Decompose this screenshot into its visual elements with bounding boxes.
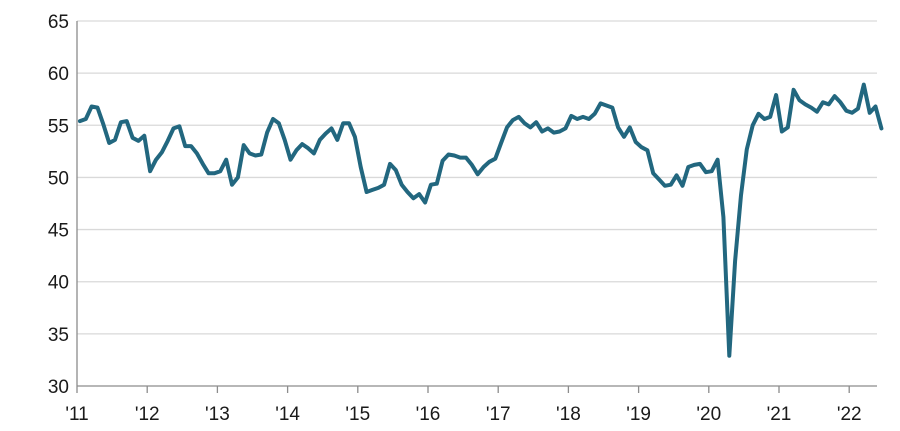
x-tick-label: '21 <box>767 404 792 425</box>
x-tick-label: '14 <box>275 404 300 425</box>
y-tick-label: 55 <box>48 116 69 137</box>
y-tick-label: 45 <box>48 221 69 242</box>
y-tick-label: 30 <box>48 377 69 398</box>
x-tick-label: '20 <box>696 404 721 425</box>
gridlines <box>77 20 877 335</box>
x-tick-label: '13 <box>205 404 230 425</box>
x-tick-label: '18 <box>556 404 581 425</box>
x-tick-label: '15 <box>345 404 370 425</box>
x-tick-label: '11 <box>65 404 88 425</box>
x-axis-tick-labels: '11 '12 '13 '14 '15 '16 '17 '18 '19 '20 '21 '22 <box>65 404 861 425</box>
y-tick-label: 40 <box>48 273 69 294</box>
x-tick-label: '22 <box>837 404 862 425</box>
x-tick-label: '19 <box>626 404 651 425</box>
y-axis-tick-labels: 30 35 40 45 50 55 60 65 <box>48 12 69 398</box>
x-tick-label: '17 <box>486 404 511 425</box>
y-tick-label: 35 <box>48 325 69 346</box>
plot-area <box>77 82 884 358</box>
y-tick-label: 60 <box>48 64 69 85</box>
y-tick-label: 50 <box>48 168 69 189</box>
axes <box>76 21 877 393</box>
x-tick-label: '12 <box>135 404 160 425</box>
series-line <box>77 82 884 358</box>
x-tick-label: '16 <box>416 404 441 425</box>
y-tick-label: 65 <box>48 12 69 33</box>
